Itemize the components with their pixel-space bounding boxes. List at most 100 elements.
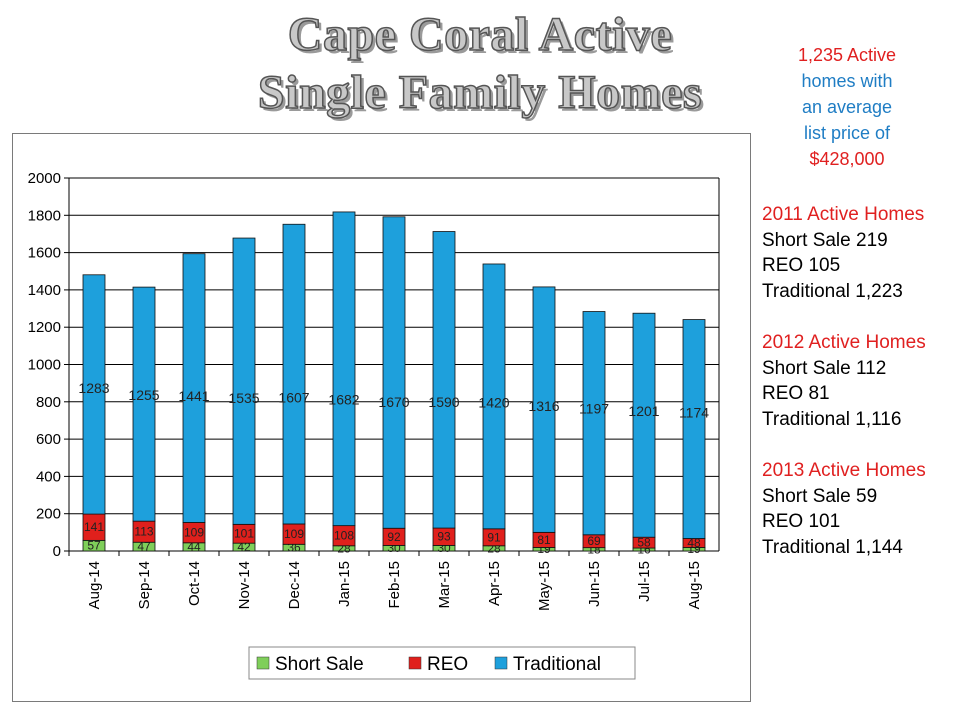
summary-line-4: list price of xyxy=(803,123,891,143)
stacked-bar-chart: 0 200 400 600 800 1000 1200 1400 1600 1800 2000 57 1… xyxy=(28,170,720,680)
data-label-reo: 69 xyxy=(587,534,601,548)
yearly-stats: 2011 Active Homes Short Sale 219 REO 105… xyxy=(762,202,952,586)
stats-reo: REO 81 xyxy=(762,383,830,404)
bar-traditional xyxy=(132,286,156,522)
stats-header: 2012 Active Homes xyxy=(762,332,926,353)
stats-traditional: Traditional 1,144 xyxy=(762,536,903,558)
data-label-reo: 109 xyxy=(284,527,304,541)
y-tick-label: 400 xyxy=(36,468,61,485)
chart-frame: 0 200 400 600 800 1000 1200 1400 1600 1800 2000 57 1… xyxy=(12,133,751,702)
stats-reo: REO 105 xyxy=(762,255,841,276)
stats-header: 2011 Active Homes xyxy=(762,204,925,225)
y-tick-label: 200 xyxy=(36,506,61,523)
legend-label: REO xyxy=(427,654,468,675)
summary-line-2: homes with xyxy=(801,71,893,91)
legend-swatch xyxy=(256,656,270,670)
y-tick-label: 1400 xyxy=(28,282,61,299)
bar-traditional xyxy=(482,263,506,530)
data-label-short-sale: 47 xyxy=(137,540,151,554)
data-label-traditional: 1607 xyxy=(278,390,309,406)
data-label-reo: 113 xyxy=(134,525,153,539)
y-tick-label: 2000 xyxy=(28,170,61,187)
summary-line-3: an average xyxy=(801,97,893,117)
x-tick-label: Sep-14 xyxy=(136,561,153,609)
bar-traditional xyxy=(82,274,106,515)
bar-traditional xyxy=(582,311,606,536)
y-tick-label: 1000 xyxy=(28,357,61,374)
data-label-reo: 108 xyxy=(334,529,354,543)
x-tick-label: Nov-14 xyxy=(236,561,253,609)
bar-traditional xyxy=(182,253,206,523)
data-label-reo: 101 xyxy=(234,527,254,541)
data-label-traditional: 1441 xyxy=(178,388,209,404)
data-label-traditional: 1283 xyxy=(78,380,109,396)
data-label-short-sale: 42 xyxy=(237,540,251,554)
data-label-traditional: 1590 xyxy=(428,394,459,410)
bar-traditional xyxy=(382,216,406,529)
summary-line-1: 1,235 Active xyxy=(797,45,897,65)
stats-short-sale: Short Sale 112 xyxy=(762,357,887,379)
x-tick-label: Feb-15 xyxy=(386,561,403,609)
legend-box xyxy=(248,646,636,680)
summary-box: 1,235 Active homes with an average list … xyxy=(762,42,932,172)
page-title: Cape Coral Active Single Family Homes xyxy=(200,6,760,122)
title-line-1: Cape Coral Active xyxy=(287,7,673,62)
y-tick-label: 1800 xyxy=(28,207,61,224)
bar-traditional xyxy=(532,286,556,533)
y-tick-label: 800 xyxy=(36,394,61,411)
x-tick-label: Apr-15 xyxy=(486,561,503,606)
y-tick-label: 1200 xyxy=(28,319,61,336)
bar-traditional xyxy=(332,211,356,527)
x-tick-label: Aug-15 xyxy=(686,561,703,609)
data-label-traditional: 1197 xyxy=(579,401,609,417)
title-line-2: Single Family Homes xyxy=(257,65,703,120)
data-label-traditional: 1670 xyxy=(378,394,409,410)
bar-traditional xyxy=(682,319,706,539)
bar-traditional xyxy=(232,237,256,525)
data-label-reo: 141 xyxy=(84,520,104,534)
stats-short-sale: Short Sale 219 xyxy=(762,229,888,251)
x-tick-label: Aug-14 xyxy=(86,561,103,609)
data-label-traditional: 1174 xyxy=(679,404,709,420)
stats-group-2012: 2012 Active Homes Short Sale 112 REO 81 … xyxy=(762,330,952,432)
data-label-traditional: 1682 xyxy=(328,391,359,407)
data-label-reo: 92 xyxy=(387,530,401,544)
x-tick-label: Jul-15 xyxy=(636,561,653,602)
data-label-reo: 58 xyxy=(637,536,651,550)
bar-traditional xyxy=(632,312,656,538)
x-tick-label: Oct-14 xyxy=(186,561,203,606)
data-label-reo: 81 xyxy=(537,533,551,547)
data-label-reo: 48 xyxy=(687,536,701,550)
stats-short-sale: Short Sale 59 xyxy=(762,485,878,507)
legend-swatch xyxy=(494,656,508,670)
stats-group-2011: 2011 Active Homes Short Sale 219 REO 105… xyxy=(762,202,952,304)
x-tick-label: May-15 xyxy=(536,561,553,611)
legend-label: Traditional xyxy=(513,654,601,675)
y-tick-label: 1600 xyxy=(28,245,61,262)
data-label-traditional: 1201 xyxy=(628,403,659,419)
stats-traditional: Traditional 1,223 xyxy=(762,280,903,302)
data-label-short-sale: 44 xyxy=(187,540,201,554)
summary-line-5: $428,000 xyxy=(809,149,885,169)
x-tick-label: Mar-15 xyxy=(436,561,453,609)
legend-swatch xyxy=(408,656,422,670)
y-tick-label: 600 xyxy=(36,431,61,448)
data-label-traditional: 1255 xyxy=(128,387,159,403)
bar-traditional xyxy=(282,223,306,525)
x-tick-label: Jun-15 xyxy=(586,561,603,607)
bar-traditional xyxy=(432,231,456,529)
data-label-traditional: 1535 xyxy=(228,390,259,406)
data-label-short-sale: 57 xyxy=(87,539,101,553)
stats-group-2013: 2013 Active Homes Short Sale 59 REO 101 … xyxy=(762,458,952,560)
stats-reo: REO 101 xyxy=(762,511,841,532)
data-label-traditional: 1316 xyxy=(528,398,559,414)
data-label-reo: 109 xyxy=(184,526,204,540)
legend-label: Short Sale xyxy=(275,654,364,675)
data-label-reo: 93 xyxy=(437,530,451,544)
y-tick-label: 0 xyxy=(53,543,61,560)
x-tick-label: Dec-14 xyxy=(286,561,303,609)
data-label-traditional: 1420 xyxy=(478,395,509,411)
stats-traditional: Traditional 1,116 xyxy=(762,408,902,430)
data-label-reo: 91 xyxy=(487,530,501,544)
stats-header: 2013 Active Homes xyxy=(762,460,926,481)
